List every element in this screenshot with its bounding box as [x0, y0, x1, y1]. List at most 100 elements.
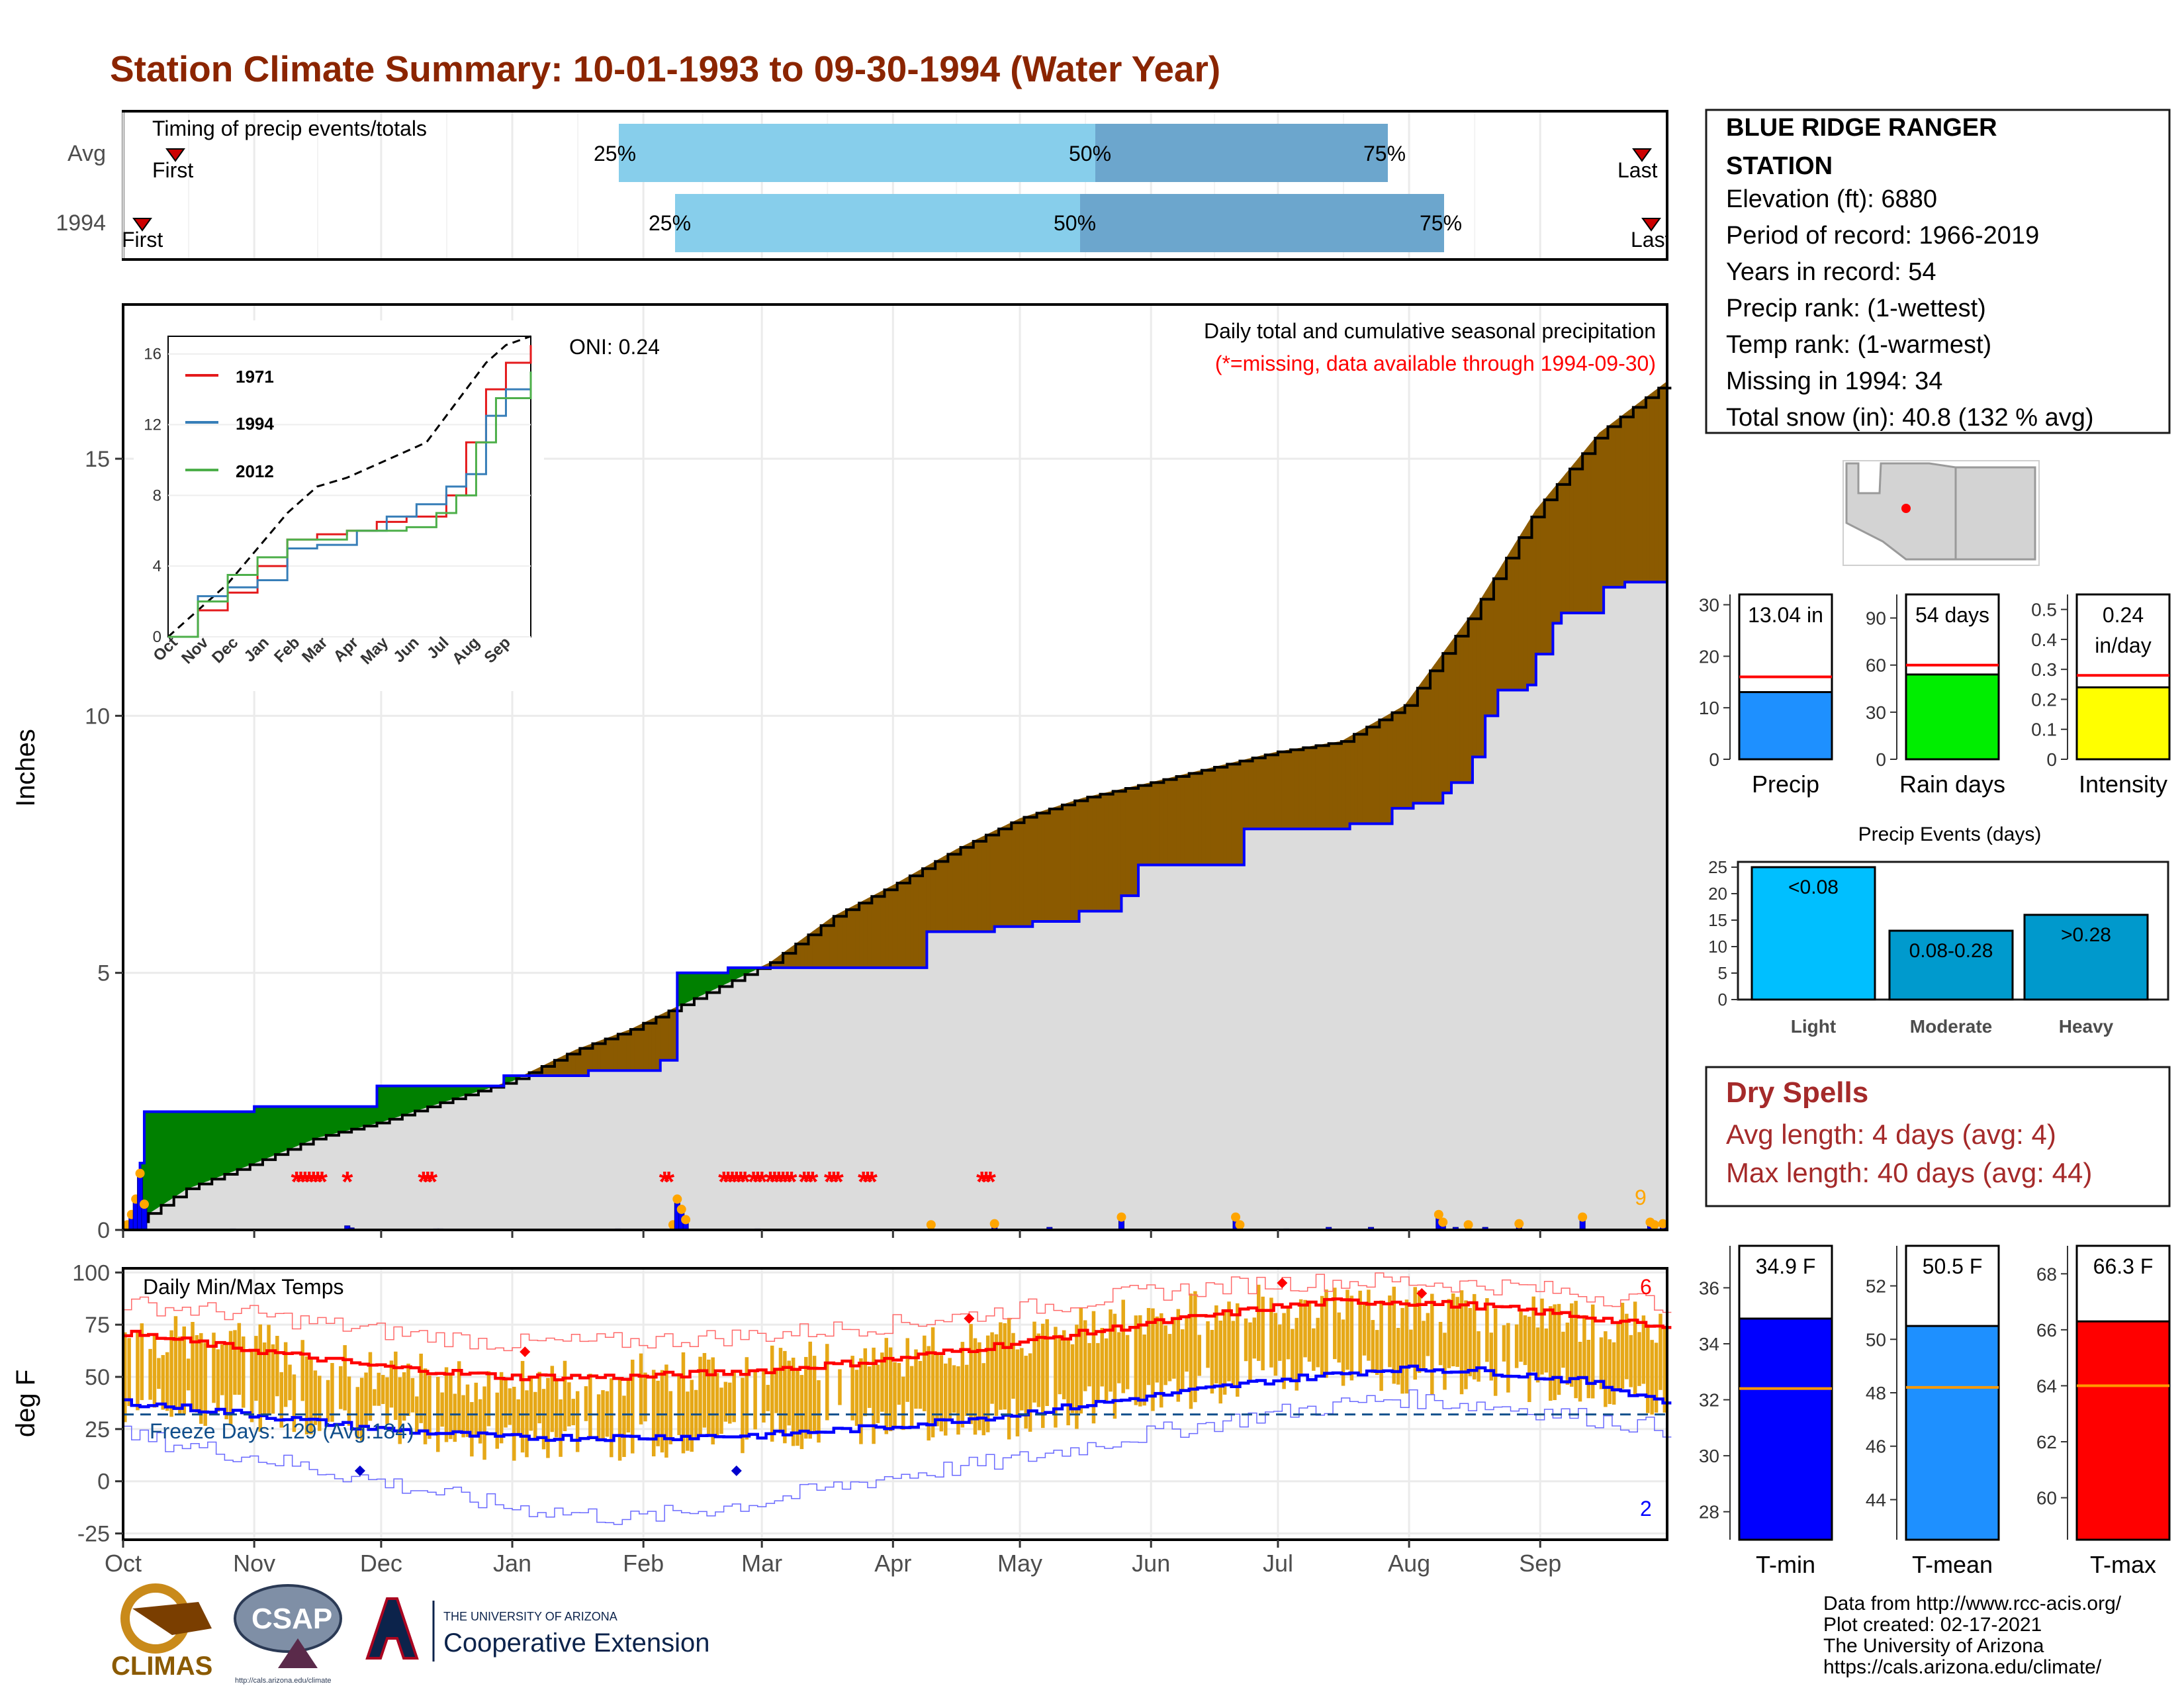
temp-daily-bar [203, 1342, 207, 1426]
temp-daily-bar [1375, 1330, 1379, 1376]
temp-daily-bar [1413, 1287, 1417, 1380]
page-title: Station Climate Summary: 10-01-1993 to 0… [110, 48, 1220, 89]
temp-daily-bar [978, 1342, 981, 1430]
temp-daily-bar [474, 1382, 478, 1437]
temp-daily-bar [863, 1348, 868, 1417]
missing-day-marker: * [418, 1166, 430, 1198]
temp-y-axis-title: deg F [11, 1370, 40, 1437]
ua-extension-text: Cooperative Extension [443, 1628, 709, 1658]
temp-daily-bar [893, 1362, 897, 1428]
precip-below-avg-segment [1095, 794, 1101, 912]
missing-day-marker: * [866, 1166, 878, 1198]
precip-above-avg-segment [313, 1106, 318, 1140]
events-tick-label: 15 [1708, 910, 1727, 930]
precip-below-avg-segment [1658, 384, 1664, 583]
precip-avg-cumulative-line [123, 387, 1672, 1231]
timing-1994-p50: 50% [1054, 211, 1096, 235]
temp-daily-bar [304, 1356, 309, 1434]
precip-above-avg-segment [351, 1106, 357, 1130]
precip-above-avg-segment [296, 1106, 301, 1147]
precip-below-avg-segment [1222, 763, 1228, 866]
precip-above-avg-segment [439, 1086, 445, 1103]
temp-daily-bar [1206, 1321, 1210, 1368]
temp-daily-bar [762, 1369, 766, 1423]
temp-mean-value-text: 50.5 F [1923, 1254, 1983, 1278]
temp-daily-bar [508, 1388, 512, 1425]
timing-avg-p25: 25% [594, 142, 636, 165]
precip-below-avg-segment [964, 843, 970, 933]
record-high-marker [964, 1313, 975, 1324]
temp-daily-bar [990, 1332, 994, 1404]
temp-daily-bar [330, 1363, 334, 1422]
precip-above-avg-segment [262, 1106, 267, 1160]
precip-below-avg-segment [1645, 393, 1651, 583]
temp-daily-bar [250, 1350, 254, 1423]
station-years: Years in record: 54 [1726, 258, 1936, 286]
precip-total-tick-label: 0.4 [2031, 630, 2057, 650]
precip-below-avg-segment [1028, 814, 1033, 927]
precip-below-avg-segment [1290, 748, 1296, 829]
temp-y-tick-label: 50 [85, 1365, 110, 1390]
temp-daily-bar [1079, 1307, 1083, 1414]
precip-below-avg-segment [1091, 794, 1097, 912]
precip-above-avg-segment [232, 1111, 238, 1172]
precip-above-avg-segment [389, 1086, 394, 1120]
temp-daily-bar [1409, 1329, 1413, 1367]
precip-daily-extreme-marker [681, 1215, 691, 1225]
timing-1994-last-label: Last [1631, 228, 1671, 252]
missing-day-marker: * [722, 1166, 734, 1198]
precip-below-avg-segment [1590, 437, 1596, 614]
temp-daily-bar [897, 1363, 901, 1405]
precip-events-panel: Precip Events (days) 0 5 10 15 20 25 <0.08 Light… [1708, 823, 2169, 1037]
precip-below-avg-segment [1573, 457, 1579, 614]
station-period: Period of record: 1966-2019 [1726, 222, 2039, 250]
temp-daily-bar [1358, 1290, 1362, 1375]
precip-above-avg-segment [275, 1106, 280, 1155]
temp-y-tick-label: 25 [85, 1417, 110, 1442]
temp-daily-bar [872, 1347, 876, 1444]
temp-daily-bar [698, 1356, 702, 1437]
temp-daily-bar [1553, 1304, 1557, 1401]
temp-daily-bar [1341, 1319, 1345, 1386]
precip-total-label: Intensity [2079, 771, 2167, 798]
temp-mean-label: T-max [2090, 1551, 2156, 1578]
precip-above-avg-segment [152, 1111, 158, 1211]
precip-base-area [123, 561, 1667, 1230]
temp-daily-bar [1417, 1290, 1422, 1373]
precip-below-avg-segment [1324, 743, 1330, 829]
temp-daily-bar [1024, 1356, 1028, 1429]
precip-above-avg-segment [355, 1106, 361, 1129]
precip-above-avg-segment [258, 1106, 263, 1162]
precip-plot [123, 381, 1672, 1231]
temp-daily-bar [199, 1333, 203, 1424]
timing-avg-last-label: Last [1617, 158, 1658, 182]
temp-daily-bar [643, 1372, 647, 1422]
precip-below-avg-segment [596, 1040, 602, 1071]
temp-daily-bar [931, 1327, 935, 1438]
temp-daily-bar [338, 1366, 343, 1409]
timing-panel: Timing of precip events/totals Avg 1994 … [56, 110, 1671, 261]
precip-total-value-text-unit: in/day [2095, 633, 2151, 657]
temp-daily-bar [825, 1344, 829, 1421]
month-tick-label: Feb [623, 1550, 664, 1577]
temp-daily-bar [791, 1357, 796, 1446]
precip-daily-extreme-marker [1116, 1212, 1126, 1222]
events-tick-label: 0 [1718, 990, 1727, 1009]
precip-below-avg-segment [977, 836, 983, 933]
credits-line1: Data from http://www.rcc-acis.org/ [1823, 1593, 2122, 1615]
precip-below-avg-segment [799, 937, 805, 968]
temp-daily-bar [1586, 1339, 1591, 1399]
precip-below-avg-segment [854, 902, 860, 968]
precip-below-avg-segment [1628, 406, 1634, 583]
temp-daily-bar [495, 1392, 499, 1449]
precip-above-avg-segment [199, 1111, 204, 1185]
temp-daily-bar [1100, 1328, 1105, 1387]
precip-above-avg-segment [423, 1086, 428, 1109]
temp-daily-bar [596, 1394, 601, 1442]
temp-daily-bar [817, 1380, 821, 1443]
station-snow: Total snow (in): 40.8 (132 % avg) [1726, 404, 2094, 432]
events-tick-label: 10 [1708, 937, 1727, 957]
precip-daily-extreme-marker [1578, 1212, 1588, 1222]
missing-day-marker: * [752, 1166, 764, 1198]
month-tick-label: Aug [1388, 1550, 1430, 1577]
